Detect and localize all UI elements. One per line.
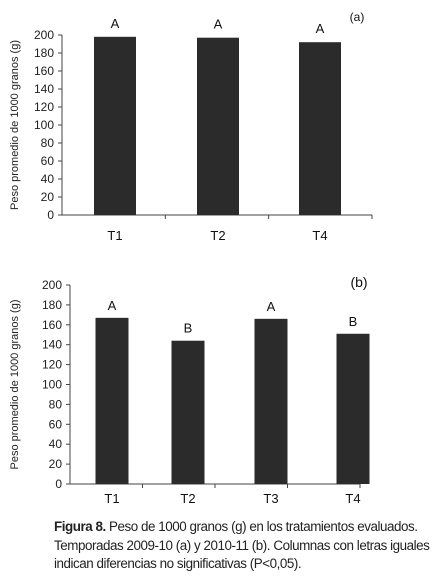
y-tick-label: 140 (42, 338, 62, 352)
significance-letter: A (214, 17, 223, 32)
bar (254, 318, 288, 484)
x-tick-label: T4 (312, 228, 327, 243)
bar (171, 340, 205, 484)
bar (94, 36, 136, 215)
caption-text: Peso de 1000 granos (g) en los tratamien… (54, 519, 430, 571)
y-axis-label: Peso promedio de 1000 granos (g) (9, 300, 21, 470)
y-tick-label: 0 (47, 208, 54, 222)
caption-label: Figura 8. (54, 519, 106, 534)
bar (299, 42, 341, 216)
bar (336, 333, 370, 484)
bar (95, 317, 129, 484)
y-tick-label: 40 (49, 437, 63, 451)
significance-letter: B (184, 321, 193, 336)
chart-a: 0 20 40 60 80 100 120 140 160 180 200 A T1 A T2 A T4 Peso… (9, 10, 373, 243)
y-tick-label: 180 (42, 298, 62, 312)
chart-b: 0 20 40 60 80 100 120 140 160 180 200 A T1 B T2 A T3 B T4 P… (9, 274, 370, 506)
y-tick-label: 100 (42, 378, 62, 392)
y-tick-label: 60 (41, 154, 55, 168)
y-tick-label: 100 (34, 118, 54, 132)
y-axis-label: Peso promedio de 1000 granos (g) (9, 40, 21, 210)
y-tick-label: 120 (34, 100, 54, 114)
panel-label: (a) (350, 10, 365, 24)
y-tick-label: 180 (34, 46, 54, 60)
y-tick-label: 20 (41, 190, 55, 204)
x-tick-label: T2 (180, 491, 195, 506)
y-tick-label: 200 (34, 28, 54, 42)
y-tick-label: 20 (49, 457, 63, 471)
y-tick-label: 0 (55, 477, 62, 491)
significance-letter: A (108, 298, 117, 313)
y-tick-label: 140 (34, 82, 54, 96)
x-tick-label: T1 (104, 491, 119, 506)
bar (197, 37, 239, 216)
x-tick-label: T1 (107, 228, 122, 243)
y-tick-label: 80 (41, 136, 55, 150)
panel-label: (b) (350, 274, 367, 290)
significance-letter: A (111, 16, 120, 31)
y-tick-label: 60 (49, 417, 63, 431)
y-tick-label: 160 (42, 318, 62, 332)
x-tick-label: T4 (345, 491, 360, 506)
x-tick-label: T3 (263, 491, 278, 506)
y-tick-label: 120 (42, 358, 62, 372)
y-tick-label: 80 (49, 397, 63, 411)
x-tick-label: T2 (210, 228, 225, 243)
y-tick-label: 200 (42, 278, 62, 292)
figure-caption: Figura 8. Peso de 1000 granos (g) en los… (54, 518, 438, 574)
significance-letter: B (349, 314, 358, 329)
significance-letter: A (267, 299, 276, 314)
y-tick-label: 40 (41, 172, 55, 186)
significance-letter: A (316, 21, 325, 36)
y-tick-label: 160 (34, 64, 54, 78)
